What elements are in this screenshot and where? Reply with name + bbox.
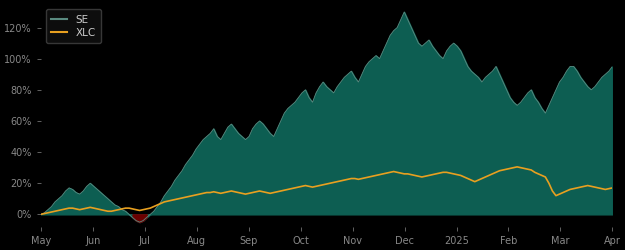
Legend: SE, XLC: SE, XLC bbox=[46, 9, 101, 43]
